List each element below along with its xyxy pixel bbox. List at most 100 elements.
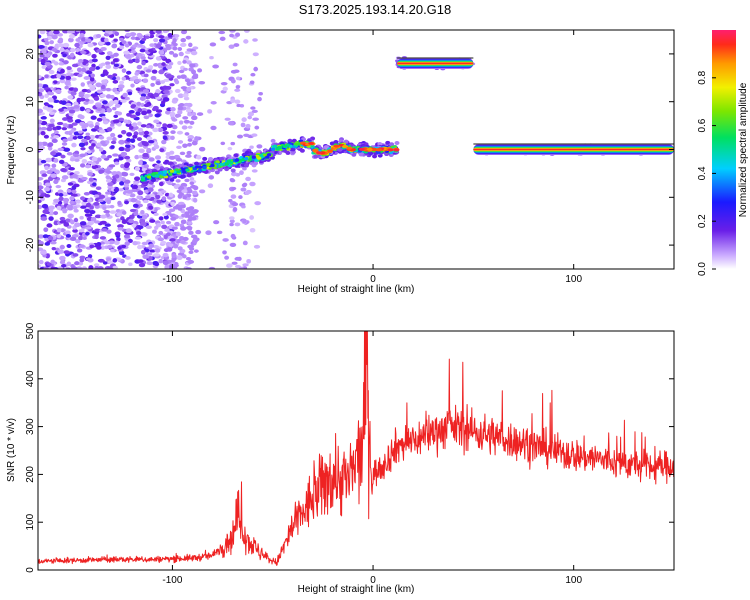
- noise-blob: [140, 249, 146, 255]
- noise-blob: [89, 205, 94, 210]
- noise-blob: [126, 190, 133, 194]
- colorbar-tick-label: 0.4: [697, 166, 708, 180]
- noise-blob: [66, 189, 72, 193]
- noise-blob: [119, 181, 125, 186]
- noise-blob: [63, 60, 69, 65]
- noise-blob: [177, 60, 182, 65]
- noise-blob: [254, 125, 260, 130]
- noise-blob: [56, 227, 62, 233]
- drift-tone-peak: [387, 148, 394, 152]
- noise-blob: [81, 67, 87, 73]
- noise-blob: [176, 130, 184, 135]
- noise-blob: [47, 235, 54, 241]
- noise-blob: [149, 193, 155, 198]
- noise-blob: [93, 263, 100, 267]
- noise-blob: [176, 255, 183, 261]
- noise-blob: [230, 78, 236, 84]
- noise-blob: [74, 261, 80, 266]
- noise-blob: [208, 266, 216, 269]
- noise-blob: [38, 199, 42, 204]
- noise-blob: [38, 45, 45, 49]
- noise-blob: [192, 185, 199, 191]
- noise-blob: [105, 64, 112, 70]
- noise-blob: [231, 186, 237, 191]
- noise-blob: [114, 90, 120, 95]
- noise-blob: [150, 75, 157, 81]
- snr-y-tick-label: 100: [25, 513, 36, 530]
- noise-blob: [106, 205, 111, 209]
- noise-blob: [252, 52, 259, 57]
- noise-blob: [145, 69, 152, 73]
- noise-blob: [41, 173, 48, 177]
- noise-blob: [236, 103, 241, 108]
- noise-blob: [127, 91, 133, 96]
- noise-blob: [193, 249, 199, 253]
- noise-blob: [156, 199, 163, 204]
- noise-blob: [121, 172, 129, 177]
- noise-blob: [43, 134, 49, 139]
- noise-blob: [88, 177, 94, 182]
- noise-blob: [102, 261, 108, 265]
- noise-blob: [250, 106, 256, 110]
- drift-tone-core: [285, 143, 291, 147]
- colorbar-ticks: 0.0 0.2 0.4 0.6 0.8: [697, 70, 716, 276]
- noise-blob: [97, 266, 104, 269]
- noise-blob: [109, 204, 115, 209]
- noise-blob: [146, 261, 153, 266]
- noise-blob: [81, 88, 88, 93]
- noise-blob: [116, 237, 121, 242]
- noise-blob: [170, 201, 176, 206]
- noise-blob: [165, 110, 172, 115]
- noise-blob: [68, 109, 76, 114]
- noise-blob: [74, 42, 80, 48]
- noise-blob: [161, 139, 167, 145]
- snr-frame: [37, 330, 675, 571]
- noise-blob: [89, 210, 96, 215]
- noise-blob: [58, 62, 65, 66]
- noise-blob: [158, 38, 166, 43]
- noise-blob: [125, 228, 133, 234]
- noise-blob: [243, 39, 249, 44]
- drift-tone-halo: [368, 151, 374, 156]
- noise-blob: [166, 180, 172, 185]
- drift-tone-halo: [385, 140, 391, 145]
- noise-blob: [58, 192, 64, 197]
- noise-blob: [148, 243, 155, 248]
- noise-blob: [162, 131, 169, 135]
- noise-blob: [187, 259, 195, 264]
- noise-blob: [169, 155, 176, 160]
- noise-blob: [191, 74, 199, 80]
- drift-tone-halo: [244, 163, 250, 168]
- noise-blob: [184, 211, 190, 216]
- noise-blob: [246, 259, 252, 264]
- noise-blob: [143, 115, 150, 120]
- noise-blob: [168, 208, 176, 212]
- noise-blob: [179, 204, 186, 209]
- noise-blob: [162, 123, 168, 127]
- noise-blob: [177, 106, 184, 111]
- noise-blob: [166, 123, 173, 128]
- noise-blob: [105, 170, 112, 174]
- snr-y-tick-label: 300: [25, 418, 36, 435]
- noise-blob: [154, 155, 162, 160]
- noise-blob: [140, 56, 146, 60]
- noise-blob: [79, 106, 85, 112]
- noise-blob: [100, 154, 107, 159]
- noise-blob: [108, 100, 115, 105]
- noise-blob: [213, 220, 220, 225]
- noise-blob: [218, 30, 226, 35]
- noise-blob: [128, 262, 133, 267]
- noise-blob: [188, 230, 194, 235]
- noise-blob: [95, 186, 102, 191]
- noise-blob: [45, 157, 52, 163]
- noise-blob: [161, 196, 167, 202]
- noise-blob: [139, 96, 146, 101]
- noise-blob: [139, 218, 146, 223]
- noise-blob: [113, 240, 120, 246]
- noise-blob: [70, 129, 75, 133]
- noise-blob: [174, 221, 180, 227]
- colorbar-tick-label: 0.6: [697, 118, 708, 132]
- noise-blob: [120, 151, 128, 157]
- noise-blob: [241, 183, 247, 188]
- noise-blob: [187, 134, 195, 140]
